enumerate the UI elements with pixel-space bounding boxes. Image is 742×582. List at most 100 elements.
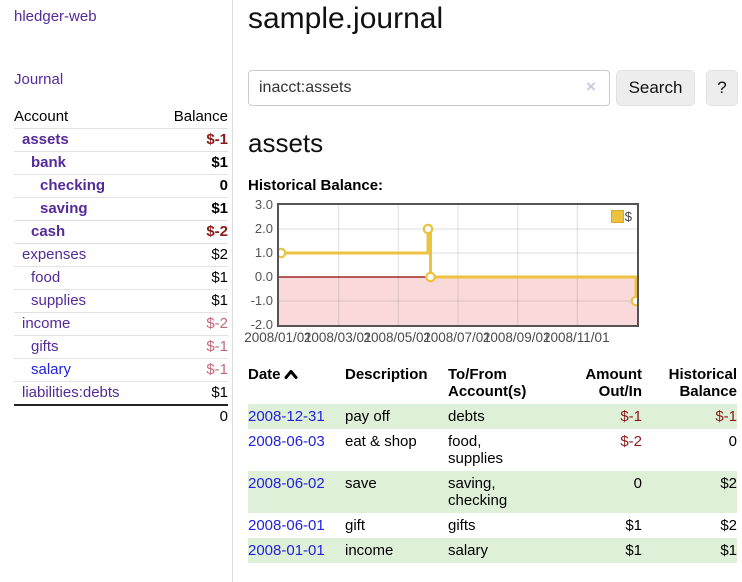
account-link-assets[interactable]: assets (22, 131, 69, 148)
chart-title: Historical Balance: (248, 177, 384, 194)
chart-plot-area[interactable]: $ (277, 203, 639, 327)
transaction-accounts: food, supplies (448, 433, 504, 467)
y-axis-tick: 2.0 (254, 221, 273, 236)
account-balance: 0 (219, 177, 228, 194)
account-balance: $-1 (206, 338, 228, 355)
legend-swatch (610, 210, 624, 223)
x-axis-tick: 2008/05/01 (363, 330, 432, 345)
account-row: income $-2 (14, 312, 228, 335)
account-link-salary[interactable]: salary (31, 361, 72, 378)
transaction-balance: 0 (728, 433, 737, 450)
transaction-accounts: gifts (448, 517, 476, 534)
transaction-balance: $2 (642, 471, 737, 513)
account-row: salary $-1 (14, 358, 228, 381)
account-link-food[interactable]: food (31, 269, 61, 286)
account-row: liabilities:debts $1 (14, 381, 228, 404)
account-balance: $1 (211, 154, 228, 171)
y-axis-tick: 1.0 (254, 245, 273, 260)
column-header-amount: Amount Out/In (585, 366, 642, 400)
transaction-balance: $-1 (642, 404, 737, 429)
account-link-checking[interactable]: checking (40, 177, 106, 194)
accounts-table: Account Balance assets $-1 bank $1 check… (14, 106, 228, 428)
clear-search-icon[interactable]: × (586, 77, 596, 96)
account-link-gifts[interactable]: gifts (31, 338, 59, 355)
y-axis-tick: 3.0 (254, 197, 273, 212)
search-button[interactable]: Search (616, 70, 695, 106)
account-row: cash $-2 (14, 220, 228, 243)
search-input[interactable] (248, 70, 610, 106)
brand-link[interactable]: hledger-web (14, 8, 97, 25)
column-header-date[interactable]: Date (248, 364, 345, 404)
date-header-label: Date (248, 366, 281, 383)
chart-canvas (279, 205, 637, 325)
accounts-header-balance: Balance (173, 108, 228, 125)
account-row: food $1 (14, 266, 228, 289)
account-link-cash[interactable]: cash (31, 223, 66, 240)
y-axis-tick: 0.0 (254, 269, 273, 284)
x-axis-tick: 2008/03/01 (303, 330, 372, 345)
y-axis-tick: -2.0 (250, 317, 273, 332)
account-link-supplies[interactable]: supplies (31, 292, 87, 309)
transaction-amount: $1 (547, 538, 642, 563)
transaction-accounts: debts (448, 404, 547, 429)
account-balance: $1 (211, 292, 228, 309)
transaction-balance: $2 (720, 517, 737, 534)
data-point-markers (279, 223, 637, 307)
column-header-balance: Historical Balance (668, 366, 737, 400)
transaction-accounts: saving, checking (448, 471, 547, 513)
transaction-amount: $1 (625, 517, 642, 534)
account-link-income[interactable]: income (22, 315, 71, 332)
legend-label: $ (624, 209, 632, 224)
sort-ascending-icon (284, 367, 298, 384)
transaction-date-link[interactable]: 2008-06-03 (248, 433, 325, 450)
report-heading: assets (248, 128, 324, 158)
negative-region (279, 277, 637, 325)
x-axis: 2008/01/01 2008/03/01 2008/05/01 2008/07… (240, 330, 660, 348)
accounts-total-balance: 0 (219, 408, 228, 425)
transaction-description: pay off (345, 404, 448, 429)
sidebar-item-journal[interactable]: Journal (14, 71, 64, 88)
account-row: checking 0 (14, 174, 228, 197)
x-axis-tick: 2008/01/01 (244, 330, 312, 345)
account-link-expenses[interactable]: expenses (22, 246, 87, 263)
page-title: sample.journal (248, 2, 444, 35)
transaction-balance: $1 (642, 538, 737, 563)
historical-balance-chart: 3.0 2.0 1.0 0.0 -1.0 -2.0 (240, 197, 660, 348)
transaction-date-link[interactable]: 2008-06-02 (248, 475, 325, 492)
transaction-accounts: salary (448, 538, 547, 563)
sidebar-divider (232, 0, 233, 582)
account-row: gifts $-1 (14, 335, 228, 358)
account-link-saving[interactable]: saving (40, 200, 88, 217)
x-axis-tick: 2008/07/01 (423, 330, 491, 345)
transaction-row: 2008-06-02 save saving, checking 0 $2 (248, 471, 737, 513)
transaction-row: 2008-01-01 income salary $1 $1 (248, 538, 737, 563)
transaction-date-link[interactable]: 2008-06-01 (248, 517, 325, 534)
transaction-date-link[interactable]: 2008-01-01 (248, 542, 325, 559)
transaction-amount: $-1 (547, 404, 642, 429)
account-balance: $2 (211, 246, 228, 263)
transaction-description: eat & shop (345, 433, 417, 450)
transaction-row: 2008-12-31 pay off debts $-1 $-1 (248, 404, 737, 429)
column-header-accounts: To/From Account(s) (448, 366, 527, 400)
transaction-description: income (345, 538, 448, 563)
register-table: Date Description To/From Account(s) Amou… (248, 364, 737, 563)
accounts-table-header: Account Balance (14, 106, 228, 128)
y-axis-tick: -1.0 (250, 293, 273, 308)
account-balance: $1 (211, 200, 228, 217)
accounts-header-account: Account (14, 108, 69, 125)
register-header-row: Date Description To/From Account(s) Amou… (248, 364, 737, 404)
account-link-liabilities-debts[interactable]: liabilities:debts (22, 384, 120, 401)
account-link-bank[interactable]: bank (31, 154, 67, 171)
transaction-date-link[interactable]: 2008-12-31 (248, 408, 325, 425)
transaction-amount: $-2 (620, 433, 642, 450)
account-balance: $-2 (206, 315, 228, 332)
x-axis-tick: 2008/09/01 (482, 330, 551, 345)
chart-legend: $ (610, 209, 632, 224)
transaction-description: save (345, 471, 448, 513)
account-balance: $1 (211, 269, 228, 286)
transaction-row: 2008-06-01 gift gifts $1 $2 (248, 513, 737, 538)
account-balance: $-1 (206, 131, 228, 148)
help-button[interactable]: ? (706, 70, 738, 106)
account-row: assets $-1 (14, 128, 228, 151)
transaction-amount: 0 (547, 471, 642, 513)
